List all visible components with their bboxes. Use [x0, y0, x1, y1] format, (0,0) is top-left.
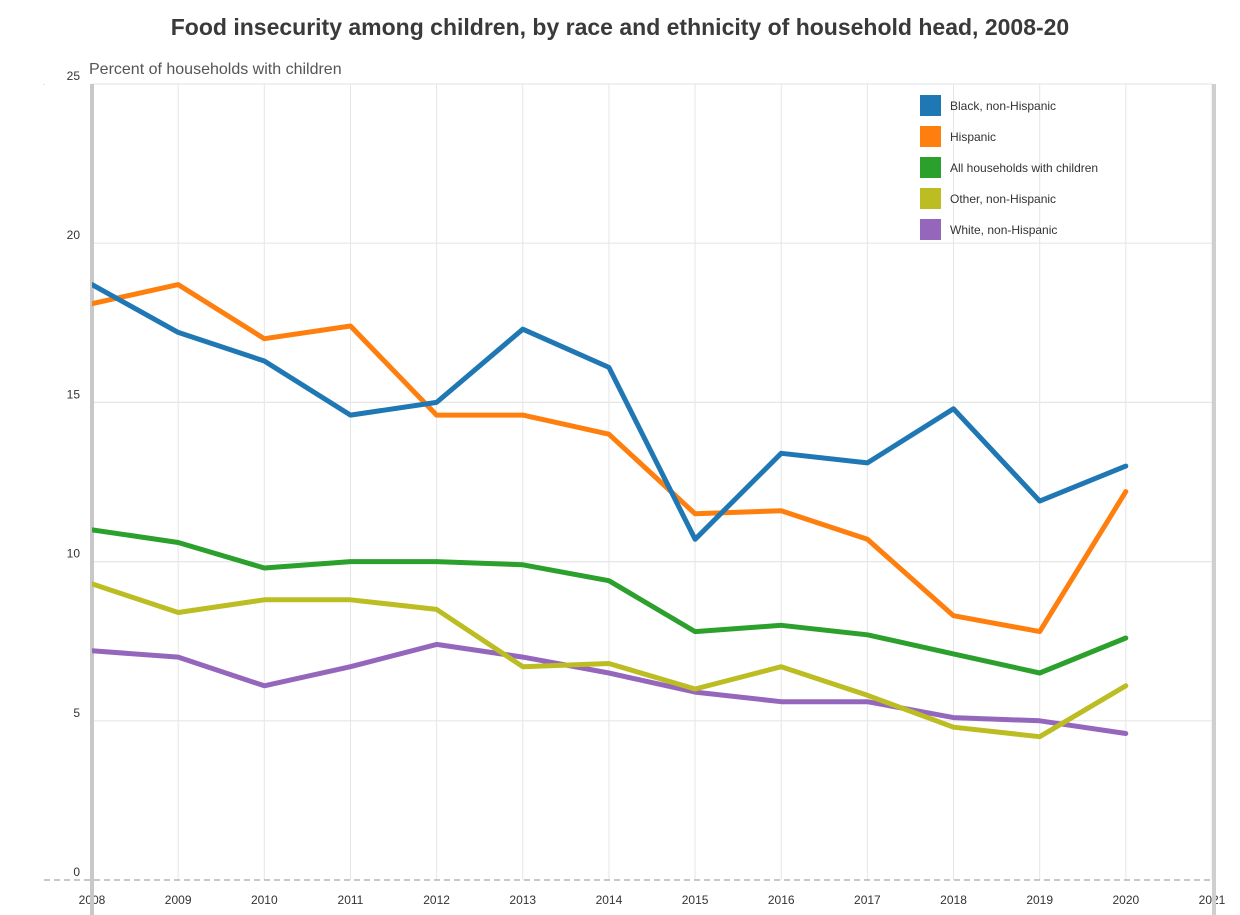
y-tick-label: 0 — [73, 865, 80, 879]
x-tick-label: 2020 — [1112, 893, 1139, 907]
x-tick-label: 2017 — [854, 893, 881, 907]
y-tick-label: 10 — [67, 547, 81, 561]
legend-swatch — [920, 95, 941, 116]
series-line-hispanic[interactable] — [92, 282, 1129, 635]
legend-swatch — [920, 188, 941, 209]
legend-label[interactable]: Black, non-Hispanic — [950, 99, 1056, 113]
x-tick-label: 2016 — [768, 893, 795, 907]
y-tick-label: 5 — [73, 706, 80, 720]
series-line-black-non-hispanic[interactable] — [92, 282, 1129, 542]
series-line-other-non-hispanic[interactable] — [92, 581, 1129, 740]
legend-swatch — [920, 157, 941, 178]
y-tick-label: 15 — [67, 387, 81, 401]
y-tick-label: 25 — [67, 69, 81, 83]
x-tick-label: 2019 — [1026, 893, 1053, 907]
x-tick-label: 2011 — [338, 893, 364, 907]
legend[interactable]: Black, non-Hispanic Hispanic All household… — [920, 95, 1098, 240]
chart-title: Food insecurity among children, by race … — [170, 14, 1070, 40]
legend-label[interactable]: All households with children — [950, 161, 1098, 175]
y-axis-title: Percent of households with children — [89, 61, 342, 78]
series-line-all-households-with-children[interactable] — [92, 527, 1129, 676]
series-line-white-non-hispanic[interactable] — [92, 641, 1129, 736]
x-tick-label: 2012 — [423, 893, 450, 907]
y-tick-label: 20 — [67, 228, 81, 242]
axes: 2008200920102011201220132014201520162017… — [43, 69, 1226, 915]
x-tick-label: 2015 — [682, 893, 709, 907]
legend-swatch — [920, 126, 941, 147]
x-tick-label: 2014 — [596, 893, 623, 907]
legend-label[interactable]: Other, non-Hispanic — [950, 192, 1056, 206]
x-tick-label: 2018 — [940, 893, 967, 907]
series-lines — [92, 282, 1129, 740]
x-tick-label: 2009 — [165, 893, 192, 907]
x-tick-label: 2010 — [251, 893, 278, 907]
legend-label[interactable]: White, non-Hispanic — [950, 223, 1057, 237]
legend-label[interactable]: Hispanic — [950, 130, 996, 144]
legend-swatch — [920, 219, 941, 240]
x-tick-label: 2013 — [509, 893, 536, 907]
